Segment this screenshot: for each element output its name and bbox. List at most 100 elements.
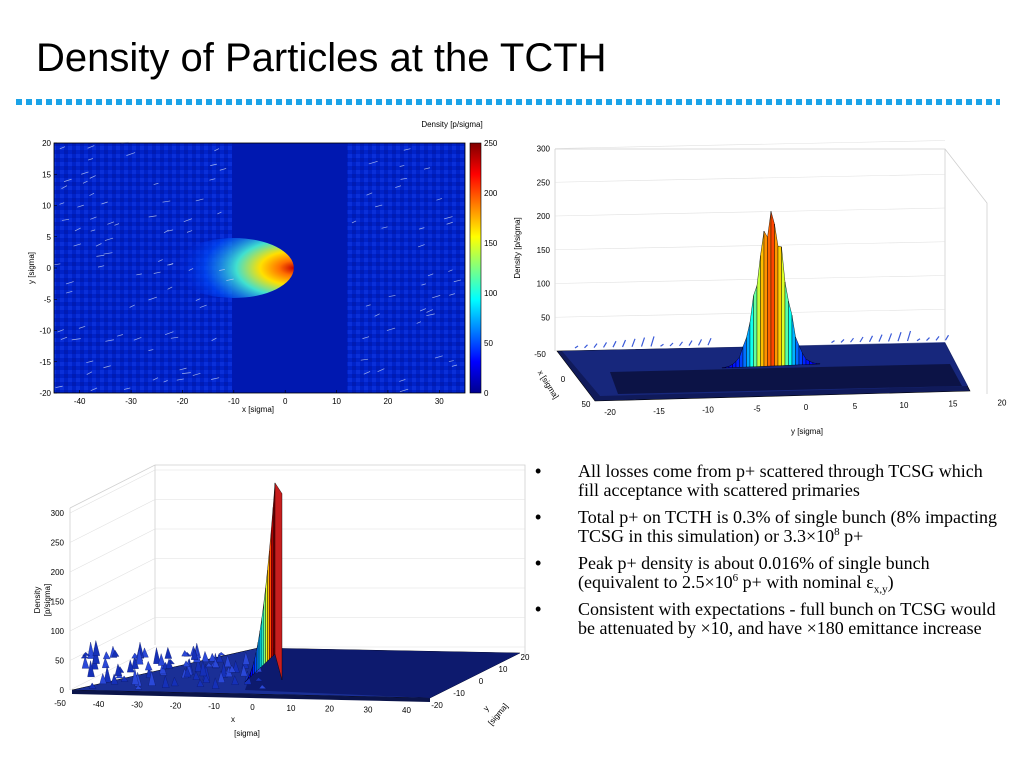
heatmap-speck — [117, 334, 123, 337]
heatmap-speck — [377, 368, 385, 373]
surface3-noise-spike — [88, 682, 97, 689]
heatmap-speck — [133, 337, 142, 341]
surface2-peak-facet — [742, 337, 747, 368]
surface2-noise-spike — [697, 339, 703, 346]
heatmap-speck — [152, 377, 159, 381]
surface3-peak-facet — [265, 570, 268, 664]
surface3-peak-facet — [261, 603, 264, 667]
surface3-noise-spike — [182, 660, 191, 667]
heatmap-speck — [351, 220, 357, 224]
heatmap-speck — [427, 273, 434, 277]
surface3-noise-spike — [101, 657, 110, 668]
heatmap-speck — [74, 227, 81, 232]
surface3-gridlines — [69, 469, 525, 691]
surface3-noise-spike — [120, 675, 129, 682]
surface3-z-tick-label: 250 — [51, 539, 65, 548]
heatmap-speck — [176, 378, 184, 381]
heatmap-figure: -40 -30 -20 -10 0 10 20 30 20 15 10 5 0 -5 -10 -15 -20 … — [20, 114, 500, 418]
heatmap-speck — [95, 243, 102, 247]
surface2-peak — [574, 211, 950, 369]
surface2-peak-facet — [767, 211, 772, 367]
heatmap-speck — [399, 388, 409, 393]
surface2-noise-spike — [850, 337, 854, 343]
heatmap-speck — [90, 229, 96, 232]
surface3-noise-spike — [103, 651, 111, 660]
surface2-noise-spike — [831, 340, 835, 344]
colorbar-tick-label: 200 — [484, 189, 498, 198]
surface2-noise-spike — [887, 333, 893, 342]
surface2-noise-spike — [926, 337, 930, 342]
heatmap-speck — [164, 331, 174, 335]
heatmap-speck — [192, 372, 201, 376]
heatmap-y-tick-label: 15 — [42, 170, 51, 179]
surface3-y-tick-label: -10 — [453, 689, 465, 698]
heatmap-speck — [451, 364, 458, 367]
surface3-noise-spike — [82, 652, 91, 656]
heatmap-x-tick-label: 0 — [283, 397, 288, 406]
heatmap-speck — [59, 202, 65, 205]
heatmap-speck — [54, 263, 61, 266]
heatmap-y-tick-label: 10 — [42, 202, 51, 211]
heatmap-speck — [61, 185, 68, 189]
surface2-gridline — [554, 241, 946, 251]
surface2-z-tick-label: 100 — [537, 280, 551, 289]
surface3-noise-spike — [192, 671, 201, 680]
heatmap-speck — [73, 243, 82, 247]
surface-figure-right: 300 250 200 150 100 50 -20 -15 -10 -5 0 5 10 15 20 -5… — [500, 136, 1010, 440]
surface3-noise-spike — [99, 672, 107, 684]
heatmap-speck — [214, 148, 220, 152]
surface3-peak-facet — [263, 587, 266, 665]
surface3-noise-spike — [153, 647, 161, 664]
surface3-z-tick-label: 0 — [60, 686, 65, 695]
surface2-x-tick-label: 0 — [561, 375, 566, 384]
surface2-peak-facet — [763, 230, 768, 367]
surface3-floor-front — [72, 690, 430, 702]
heatmap-speck — [103, 365, 111, 369]
heatmap-x-ticks: -40 -30 -20 -10 0 10 20 30 — [74, 390, 444, 406]
heatmap-y-tick-label: -5 — [44, 295, 52, 304]
heatmap-speck — [55, 385, 63, 388]
surface3-noise-spike — [103, 666, 112, 683]
heatmap-speck — [188, 268, 194, 271]
colorbar-tick-label: 150 — [484, 239, 498, 248]
surface2-peak-facet — [746, 322, 751, 368]
heatmap-speck — [399, 379, 406, 382]
heatmap-speck — [421, 283, 427, 286]
bullet-dot: • — [535, 507, 542, 527]
surface3-gridline — [69, 558, 156, 602]
surface2-y-tick-label: -5 — [753, 404, 761, 413]
surface2-noise-spike — [640, 337, 646, 347]
heatmap-x-tick-label: -30 — [125, 397, 137, 406]
heatmap-speck — [90, 387, 98, 391]
heatmap-speck — [217, 211, 222, 215]
surface3-x-ticks: -50 -40 -30 -20 -10 0 10 20 30 40 — [54, 699, 411, 715]
surface3-noise-spike — [212, 658, 220, 668]
heatmap-y-tick-label: -10 — [39, 327, 51, 336]
surface2-peak-facet — [777, 245, 782, 366]
surface2-z-tick-label: 200 — [537, 212, 551, 221]
surface2-gridline — [554, 173, 946, 183]
heatmap-speck — [449, 293, 456, 296]
surface3-y-label-line2: [sigma] — [486, 702, 509, 728]
heatmap-speck — [89, 192, 95, 196]
surface3-x-tick-label: -20 — [170, 701, 182, 710]
surface2-y-tick-label: 10 — [900, 401, 909, 410]
heatmap-speck — [423, 167, 431, 170]
surface2-peak-facet — [816, 363, 821, 365]
surface3-noise-spike — [215, 652, 224, 663]
surface2-peak-facet — [795, 336, 800, 366]
heatmap-speck — [65, 281, 74, 285]
surface2-z-ticks: 300 250 200 150 100 50 — [537, 145, 551, 323]
heatmap-speck — [366, 192, 373, 196]
surface3-z-tick-label: 100 — [51, 627, 65, 636]
surface2-peak-facet — [760, 231, 765, 367]
slide-title: Density of Particles at the TCTH — [36, 36, 607, 80]
surface3-noise-spike — [231, 675, 239, 685]
heatmap-y-tick-label: 20 — [42, 139, 51, 148]
heatmap-speck — [374, 313, 380, 317]
heatmap-plot-area — [53, 141, 466, 394]
surface2-peak-facet — [756, 255, 761, 367]
surface3-noise-spike — [165, 658, 174, 669]
heatmap-speck — [167, 286, 173, 290]
surface3-noise-spike — [157, 653, 166, 666]
